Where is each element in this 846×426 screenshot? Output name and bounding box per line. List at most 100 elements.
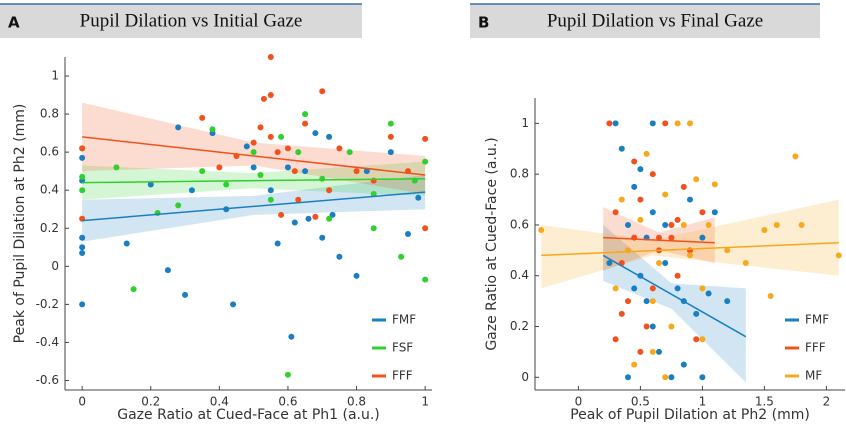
y-tick-label: 0.2 <box>510 319 529 333</box>
data-point <box>267 187 274 194</box>
data-point <box>668 234 675 241</box>
data-point <box>346 149 353 156</box>
data-point <box>662 191 669 198</box>
data-point <box>656 234 662 241</box>
data-point <box>305 215 312 222</box>
data-point <box>662 221 669 228</box>
data-point <box>422 276 429 283</box>
y-tick-label: 0.4 <box>40 183 59 197</box>
y-tick-label: -0.2 <box>36 297 59 311</box>
data-point <box>404 230 411 237</box>
data-point <box>216 164 223 171</box>
data-point <box>387 149 394 156</box>
data-point <box>649 348 656 355</box>
y-tick-label: 0.8 <box>510 167 529 181</box>
x-tick-label: 1 <box>699 395 707 409</box>
data-point <box>612 336 619 343</box>
fit-line <box>603 236 715 244</box>
data-point <box>674 285 681 292</box>
data-point <box>284 164 291 171</box>
data-point <box>230 301 237 308</box>
data-point <box>387 120 394 127</box>
data-point <box>312 130 319 137</box>
confidence-band <box>541 199 839 289</box>
data-point <box>643 323 650 330</box>
data-point <box>123 240 130 247</box>
y-tick-label: -0.4 <box>36 335 59 349</box>
y-tick-label: 0.6 <box>510 217 529 231</box>
x-tick-label: 0.2 <box>141 395 160 409</box>
data-point <box>79 154 86 161</box>
data-point <box>398 253 405 260</box>
data-point <box>278 211 285 218</box>
data-point <box>649 298 656 305</box>
x-tick-label: 0.5 <box>631 395 650 409</box>
data-point <box>422 158 429 165</box>
data-point <box>649 323 656 330</box>
data-point <box>329 211 336 218</box>
data-point <box>422 225 429 232</box>
data-point <box>674 120 681 127</box>
y-tick-label: 0 <box>521 370 529 384</box>
legend-label: FSF <box>392 341 413 355</box>
data-point <box>631 183 638 190</box>
data-point <box>649 171 656 178</box>
data-point <box>326 187 333 194</box>
chart-title: Pupil Dilation vs Final Gaze <box>547 10 763 31</box>
data-point <box>656 348 662 355</box>
data-point <box>835 252 842 259</box>
data-point <box>631 158 638 165</box>
data-point <box>773 221 780 228</box>
chart-title: Pupil Dilation vs Initial Gaze <box>80 10 303 31</box>
fit-line <box>82 191 426 222</box>
data-point <box>637 348 644 355</box>
data-point <box>370 225 377 232</box>
x-tick-label: 2 <box>823 395 831 409</box>
data-point <box>188 187 195 194</box>
x-axis-label: Peak of Pupil Dilation at Ph2 (mm) <box>570 407 810 423</box>
fit-line <box>541 241 839 257</box>
data-point <box>618 310 625 317</box>
data-point <box>693 176 700 183</box>
data-point <box>693 336 700 343</box>
data-point <box>649 120 656 127</box>
panel-label: A <box>8 14 20 32</box>
x-tick-label: 0.8 <box>347 395 366 409</box>
data-point <box>302 111 309 118</box>
data-point <box>724 298 731 305</box>
y-tick-label: 0.2 <box>40 221 59 235</box>
data-point <box>724 247 731 254</box>
y-tick-label: 0.4 <box>510 268 529 282</box>
data-point <box>257 171 264 178</box>
y-tick-label: 1 <box>521 116 529 130</box>
data-point <box>649 285 656 292</box>
data-point <box>257 124 264 131</box>
data-point <box>250 149 257 156</box>
data-point <box>267 54 274 60</box>
y-axis-label: Gaze Ratio at Cued-Face (a.u.) <box>484 137 500 350</box>
data-point <box>792 153 799 160</box>
data-point <box>312 213 319 220</box>
data-point <box>637 216 644 223</box>
fit-line <box>82 136 426 176</box>
data-point <box>267 196 274 203</box>
x-tick-label: 0 <box>575 395 583 409</box>
data-point <box>612 285 619 292</box>
data-point <box>363 168 370 175</box>
data-point <box>668 374 675 381</box>
data-point <box>284 371 291 378</box>
x-tick-label: 1 <box>421 395 429 409</box>
data-point <box>250 164 257 171</box>
data-point <box>284 145 291 152</box>
data-point <box>319 234 326 241</box>
fit-line <box>82 178 426 184</box>
data-point <box>199 168 206 175</box>
data-point <box>699 285 706 292</box>
y-tick-label: 0.6 <box>40 145 59 159</box>
data-point <box>274 149 281 156</box>
data-point <box>79 244 86 251</box>
data-point <box>79 187 86 194</box>
data-point <box>606 120 613 127</box>
data-point <box>223 181 230 188</box>
title-bar <box>0 4 362 38</box>
